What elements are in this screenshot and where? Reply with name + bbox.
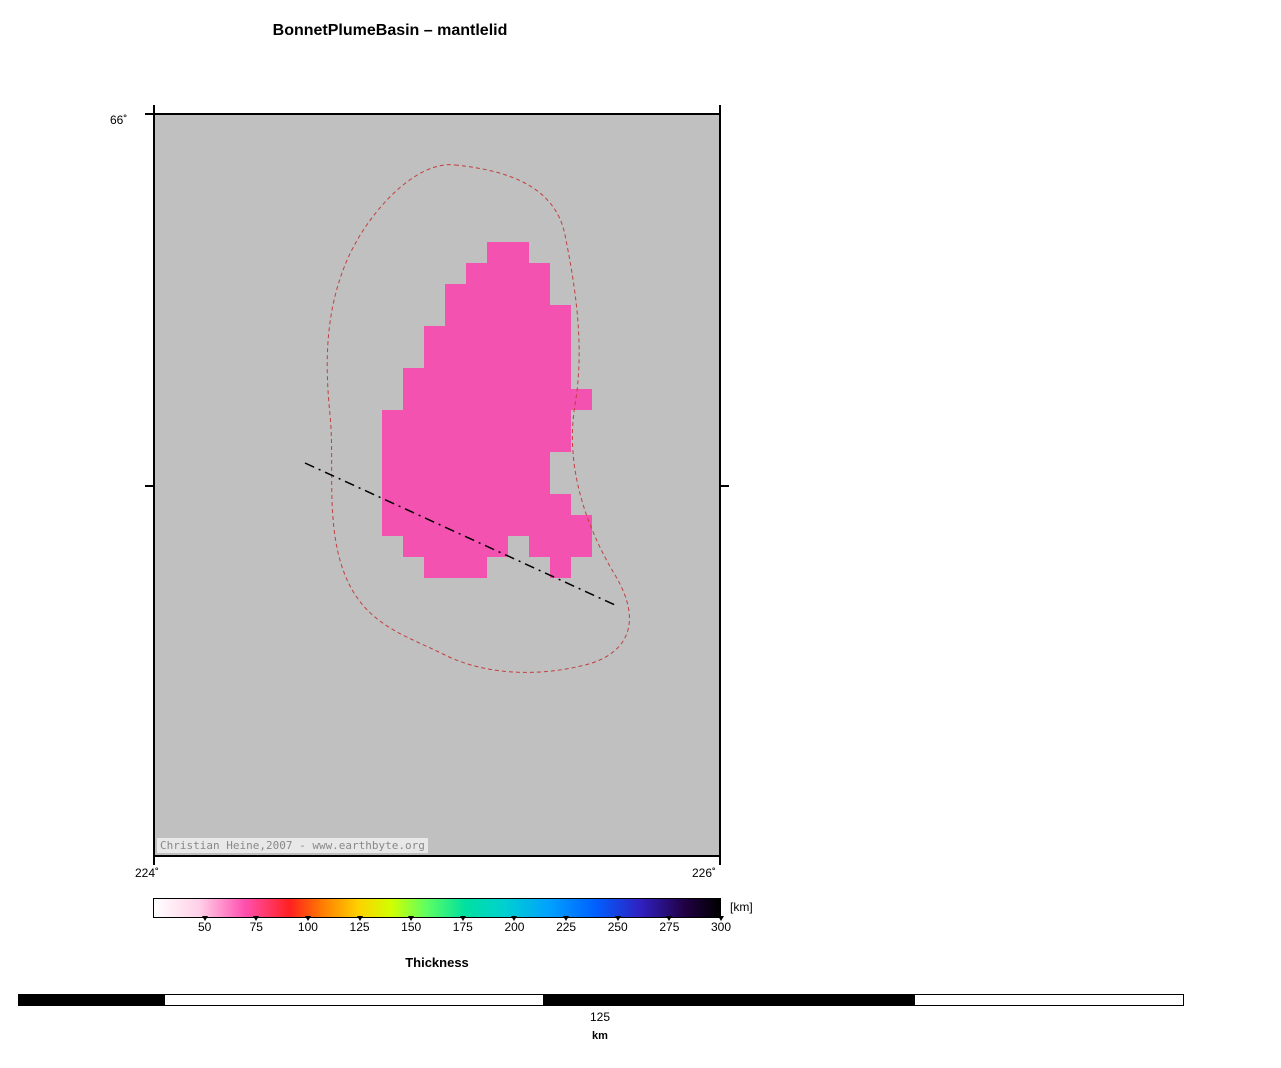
scale-bar-unit: km bbox=[18, 1030, 1182, 1042]
scale-bar bbox=[18, 994, 1184, 1006]
map-attribution: Christian Heine,2007 - www.earthbyte.org bbox=[157, 838, 428, 853]
colorbar-tick: 225 bbox=[556, 920, 576, 934]
colorbar-tick: 250 bbox=[608, 920, 628, 934]
colorbar-tick-mark bbox=[408, 916, 414, 921]
tick bbox=[719, 485, 729, 487]
colorbar-tick-mark bbox=[305, 916, 311, 921]
colorbar-tick-mark bbox=[357, 916, 363, 921]
colorbar-tick: 300 bbox=[711, 920, 731, 934]
colorbar-tick: 175 bbox=[453, 920, 473, 934]
colorbar-tick: 150 bbox=[401, 920, 421, 934]
colorbar-tick-mark bbox=[615, 916, 621, 921]
colorbar-gradient bbox=[153, 898, 721, 918]
tick bbox=[145, 113, 155, 115]
scale-bar-value: 125 bbox=[18, 1010, 1182, 1024]
chart-title: BonnetPlumeBasin – mantlelid bbox=[0, 22, 780, 40]
tick bbox=[145, 485, 155, 487]
colorbar-tick-mark bbox=[511, 916, 517, 921]
colorbar-tick-mark bbox=[563, 916, 569, 921]
colorbar-unit: [km] bbox=[730, 900, 753, 914]
colorbar-tick-mark bbox=[718, 916, 724, 921]
x-tick-max: 226˚ bbox=[692, 866, 716, 880]
scale-bar-segment bbox=[543, 995, 915, 1005]
tick bbox=[153, 855, 155, 865]
x-tick-min: 224˚ bbox=[135, 866, 159, 880]
colorbar-tick: 100 bbox=[298, 920, 318, 934]
tick bbox=[719, 855, 721, 865]
scale-bar-segment bbox=[19, 995, 165, 1005]
colorbar-tick: 275 bbox=[659, 920, 679, 934]
scale-bar-segment bbox=[165, 995, 543, 1005]
map-svg bbox=[155, 115, 719, 855]
colorbar-tick-mark bbox=[666, 916, 672, 921]
colorbar-tick-mark bbox=[460, 916, 466, 921]
tick bbox=[719, 105, 721, 115]
scale-bar-segment bbox=[915, 995, 1183, 1005]
colorbar-tick-mark bbox=[202, 916, 208, 921]
colorbar bbox=[153, 898, 721, 918]
colorbar-tick: 50 bbox=[198, 920, 211, 934]
colorbar-tick-mark bbox=[253, 916, 259, 921]
colorbar-tick: 75 bbox=[250, 920, 263, 934]
colorbar-tick: 125 bbox=[350, 920, 370, 934]
y-tick-top: 66˚ bbox=[110, 113, 127, 127]
map-frame: Christian Heine,2007 - www.earthbyte.org bbox=[153, 113, 721, 857]
colorbar-tick: 200 bbox=[504, 920, 524, 934]
colorbar-label: Thickness bbox=[153, 955, 721, 970]
